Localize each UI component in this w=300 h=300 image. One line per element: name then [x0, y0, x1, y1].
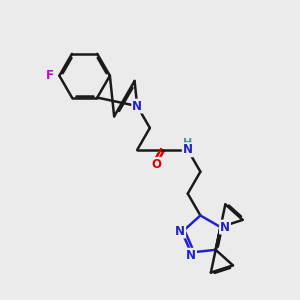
Text: N: N — [132, 100, 142, 112]
Text: N: N — [186, 249, 196, 262]
Text: N: N — [175, 224, 185, 238]
Text: H: H — [183, 138, 192, 148]
Text: F: F — [46, 69, 54, 82]
Text: N: N — [183, 143, 193, 156]
Text: O: O — [151, 158, 161, 171]
Text: N: N — [220, 220, 230, 234]
